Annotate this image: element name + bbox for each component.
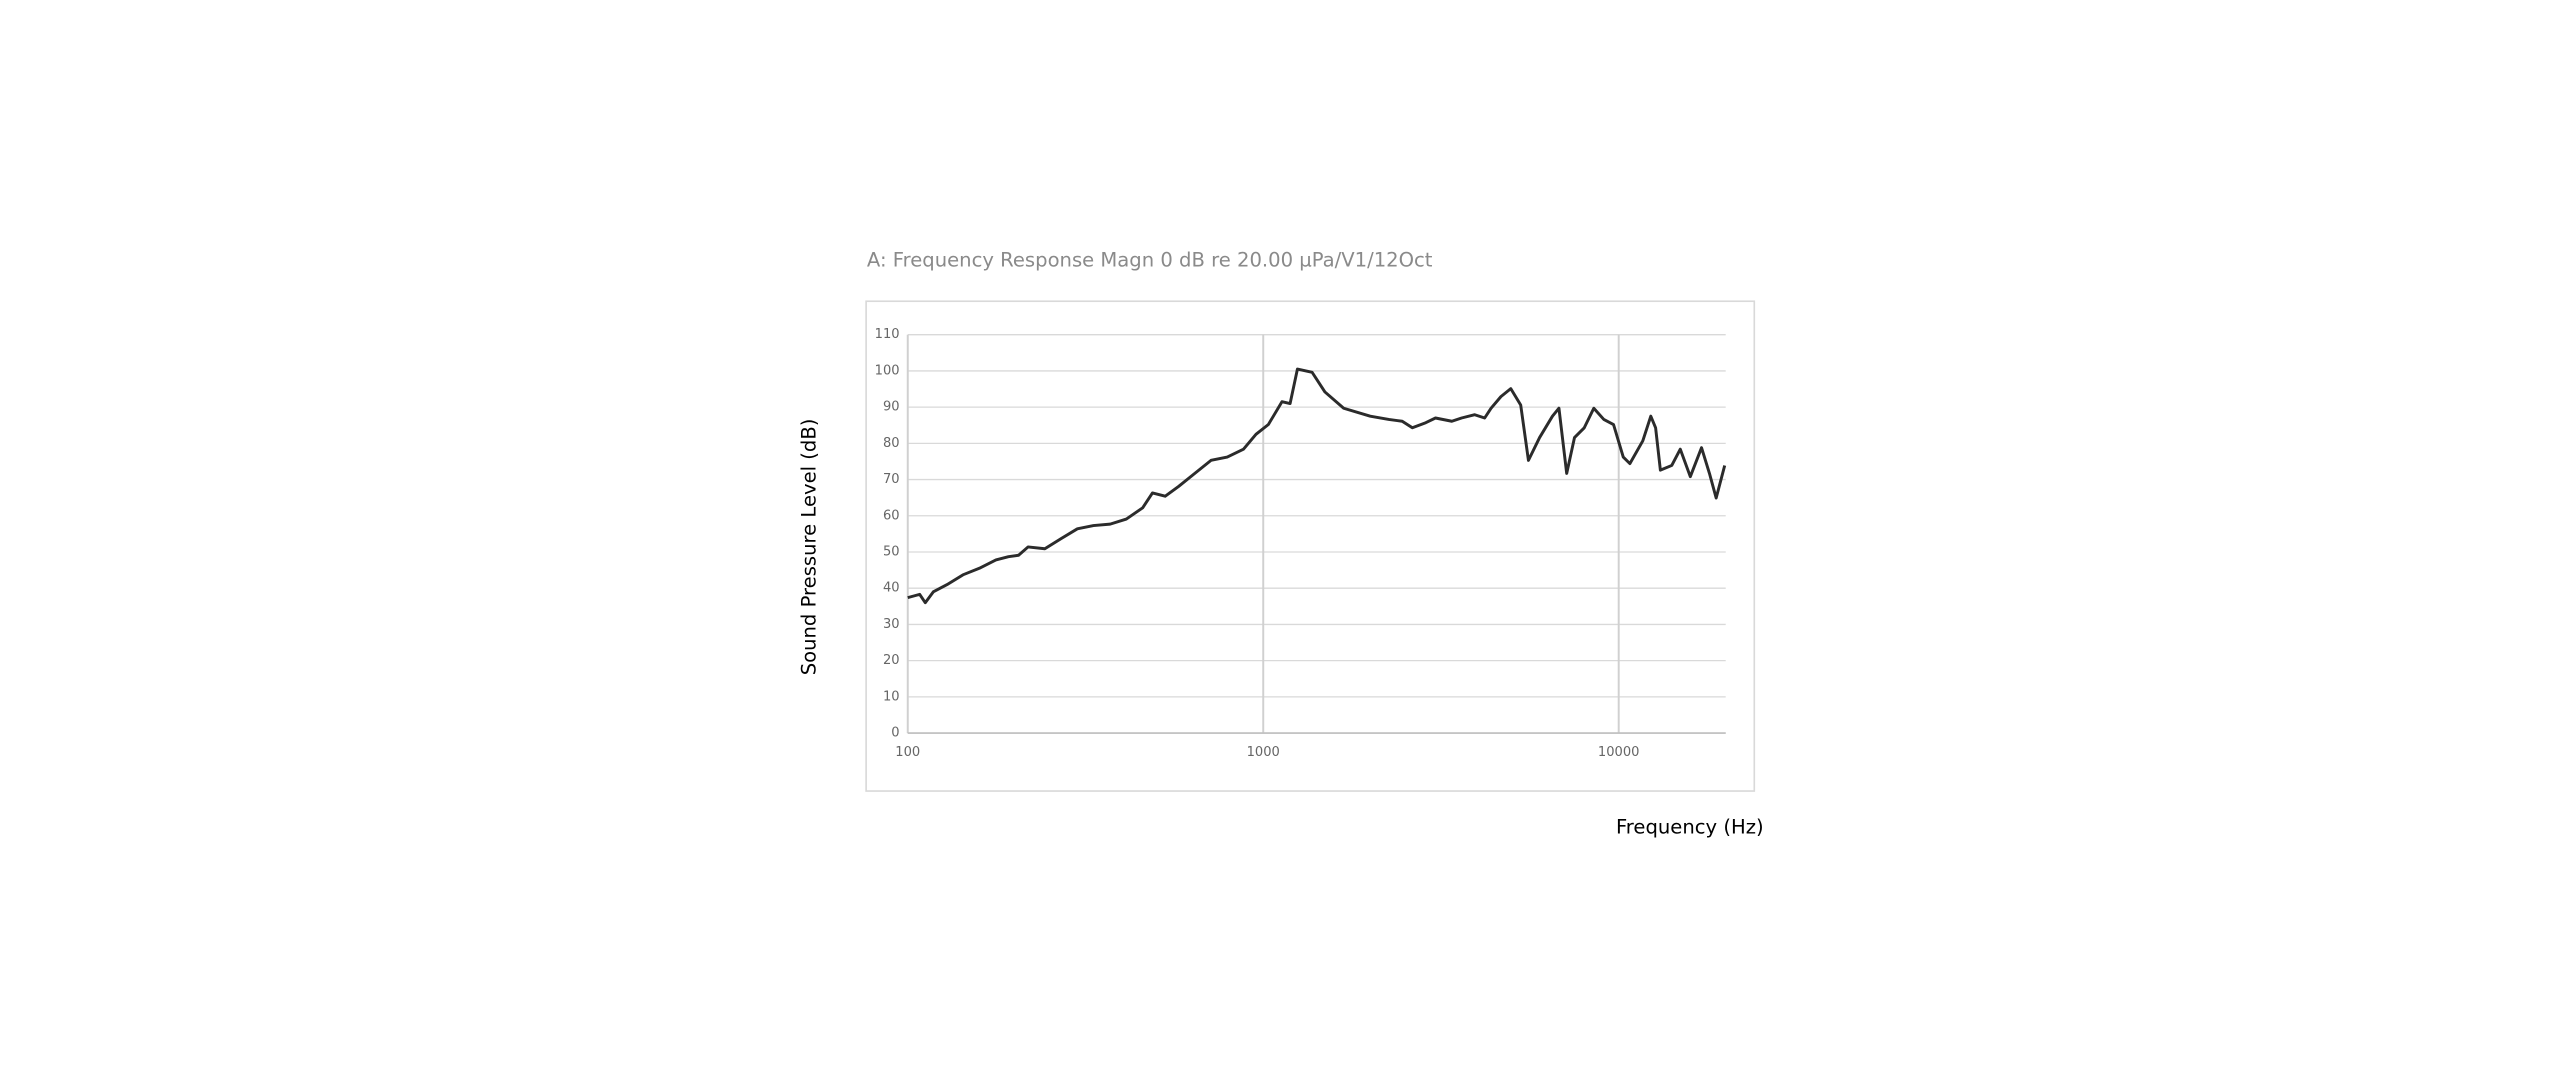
x-tick-label: 10000	[1598, 745, 1640, 760]
y-tick-label: 90	[883, 400, 900, 415]
y-tick-label: 60	[883, 508, 900, 523]
y-tick-label: 40	[883, 581, 900, 596]
x-tick-label: 100	[895, 745, 920, 760]
y-tick-label: 110	[875, 327, 900, 342]
y-tick-label: 0	[891, 726, 899, 741]
y-tick-label: 50	[883, 544, 900, 559]
x-tick-label: 1000	[1247, 745, 1280, 760]
y-tick-label: 100	[875, 363, 900, 378]
chart-frame	[865, 300, 1756, 792]
chart-title: A: Frequency Response Magn 0 dB re 20.00…	[867, 249, 1433, 272]
y-tick-label: 20	[883, 653, 900, 668]
y-tick-label: 70	[883, 472, 900, 487]
response-line	[907, 367, 1727, 605]
y-axis-label: Sound Pressure Level (dB)	[797, 419, 820, 676]
x-axis-label: Frequency (Hz)	[1616, 815, 1764, 838]
y-tick-label: 80	[883, 436, 900, 451]
y-tick-label: 30	[883, 617, 900, 632]
y-tick-label: 10	[883, 689, 900, 704]
